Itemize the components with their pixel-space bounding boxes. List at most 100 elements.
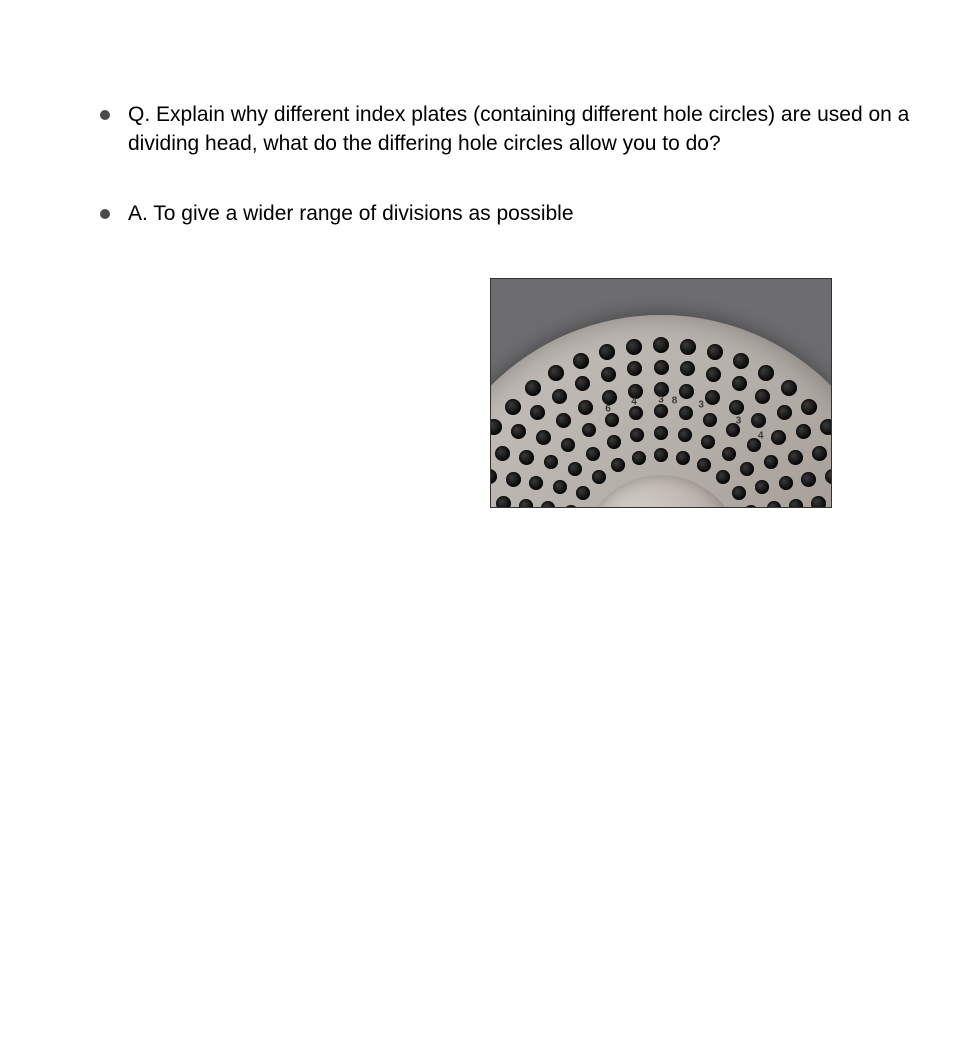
bullet-text: Q. Explain why different index plates (c…: [128, 100, 920, 159]
plate-hole: [564, 505, 578, 508]
plate-hole: [573, 353, 589, 369]
plate-hole: [561, 438, 575, 452]
slide-content: Q. Explain why different index plates (c…: [100, 100, 920, 268]
plate-hole: [544, 455, 558, 469]
bullet-dot: [100, 110, 110, 120]
plate-hole: [771, 430, 786, 445]
plate-hole: [679, 406, 693, 420]
plate-hole: [789, 499, 803, 508]
plate-hole: [506, 472, 521, 487]
plate-hole: [519, 499, 533, 508]
plate-hole: [627, 361, 642, 376]
bullet-item-question: Q. Explain why different index plates (c…: [100, 100, 920, 159]
plate-hole: [578, 400, 593, 415]
bullet-text: A. To give a wider range of divisions as…: [128, 199, 574, 228]
bullet-item-answer: A. To give a wider range of divisions as…: [100, 199, 920, 228]
plate-hole: [556, 413, 571, 428]
plate-hole: [716, 470, 730, 484]
plate-hole: [701, 435, 715, 449]
plate-hole: [490, 469, 497, 484]
plate-hole: [825, 469, 833, 484]
plate-hole: [788, 450, 803, 465]
plate-hole: [586, 447, 600, 461]
plate-hole: [654, 448, 668, 462]
plate-hole: [632, 451, 646, 465]
plate-hole: [536, 430, 551, 445]
plate-hole: [744, 505, 758, 508]
plate-hole: [796, 424, 811, 439]
plate-hole: [530, 405, 545, 420]
plate-hole: [706, 367, 721, 382]
plate-ring-number: 3: [736, 415, 742, 426]
plate-hole: [552, 389, 567, 404]
plate-hole: [680, 361, 695, 376]
plate-hole: [680, 339, 696, 355]
plate-hole: [626, 339, 642, 355]
plate-hole: [575, 376, 590, 391]
plate-hole: [496, 496, 511, 508]
plate-hole: [729, 400, 744, 415]
plate-hole: [630, 428, 644, 442]
plate-hole: [629, 406, 643, 420]
plate-ring-number: 4: [631, 397, 637, 408]
plate-hole: [611, 458, 625, 472]
plate-hole: [781, 380, 797, 396]
index-plate-image: 3 3 3 4 4 6 8: [490, 278, 832, 508]
plate-hole: [653, 337, 669, 353]
plate-hole: [679, 384, 694, 399]
index-plate-disc: 3 3 3 4 4 6 8: [490, 315, 832, 508]
decor-stripe-gray-right: [0, 0, 29, 1047]
plate-hole: [676, 451, 690, 465]
plate-hole: [801, 399, 817, 415]
plate-hole: [519, 450, 534, 465]
decor-stripe-blue: [0, 0, 4, 1051]
plate-hole: [607, 435, 621, 449]
plate-hole: [678, 428, 692, 442]
plate-hole: [697, 458, 711, 472]
plate-hole: [582, 423, 596, 437]
bullet-dot: [100, 209, 110, 219]
plate-ring-number: 4: [758, 431, 764, 442]
plate-hole: [592, 470, 606, 484]
plate-hole: [811, 496, 826, 508]
plate-hole: [568, 462, 582, 476]
plate-hole: [654, 426, 668, 440]
plate-hole: [740, 462, 754, 476]
plate-hole: [548, 365, 564, 381]
plate-hole: [820, 419, 832, 435]
plate-hole: [764, 455, 778, 469]
plate-hole: [525, 380, 541, 396]
plate-hole: [733, 353, 749, 369]
plate-hole: [777, 405, 792, 420]
plate-hole: [758, 365, 774, 381]
plate-hole: [599, 344, 615, 360]
plate-hole: [732, 486, 746, 500]
plate-hole: [654, 360, 669, 375]
plate-hole: [654, 404, 668, 418]
plate-hole: [511, 424, 526, 439]
plate-hole: [755, 480, 769, 494]
plate-ring-number: 8: [672, 395, 678, 406]
plate-hole: [722, 447, 736, 461]
plate-ring-number: 6: [605, 404, 611, 415]
plate-hole: [751, 413, 766, 428]
plate-hole: [495, 446, 510, 461]
plate-hole: [529, 476, 543, 490]
plate-ring-number: 3: [698, 400, 704, 411]
plate-hole: [490, 419, 502, 435]
plate-hole: [541, 501, 555, 508]
plate-hole: [576, 486, 590, 500]
plate-hole: [707, 344, 723, 360]
plate-hole: [703, 413, 717, 427]
plate-hole: [801, 472, 816, 487]
plate-hole: [505, 399, 521, 415]
plate-hole: [705, 390, 720, 405]
plate-hole: [767, 501, 781, 508]
plate-hole: [601, 367, 616, 382]
plate-hole: [732, 376, 747, 391]
plate-hole: [553, 480, 567, 494]
plate-ring-number: 3: [658, 395, 664, 406]
plate-hole: [812, 446, 827, 461]
plate-hole: [602, 390, 617, 405]
plate-hole: [755, 389, 770, 404]
